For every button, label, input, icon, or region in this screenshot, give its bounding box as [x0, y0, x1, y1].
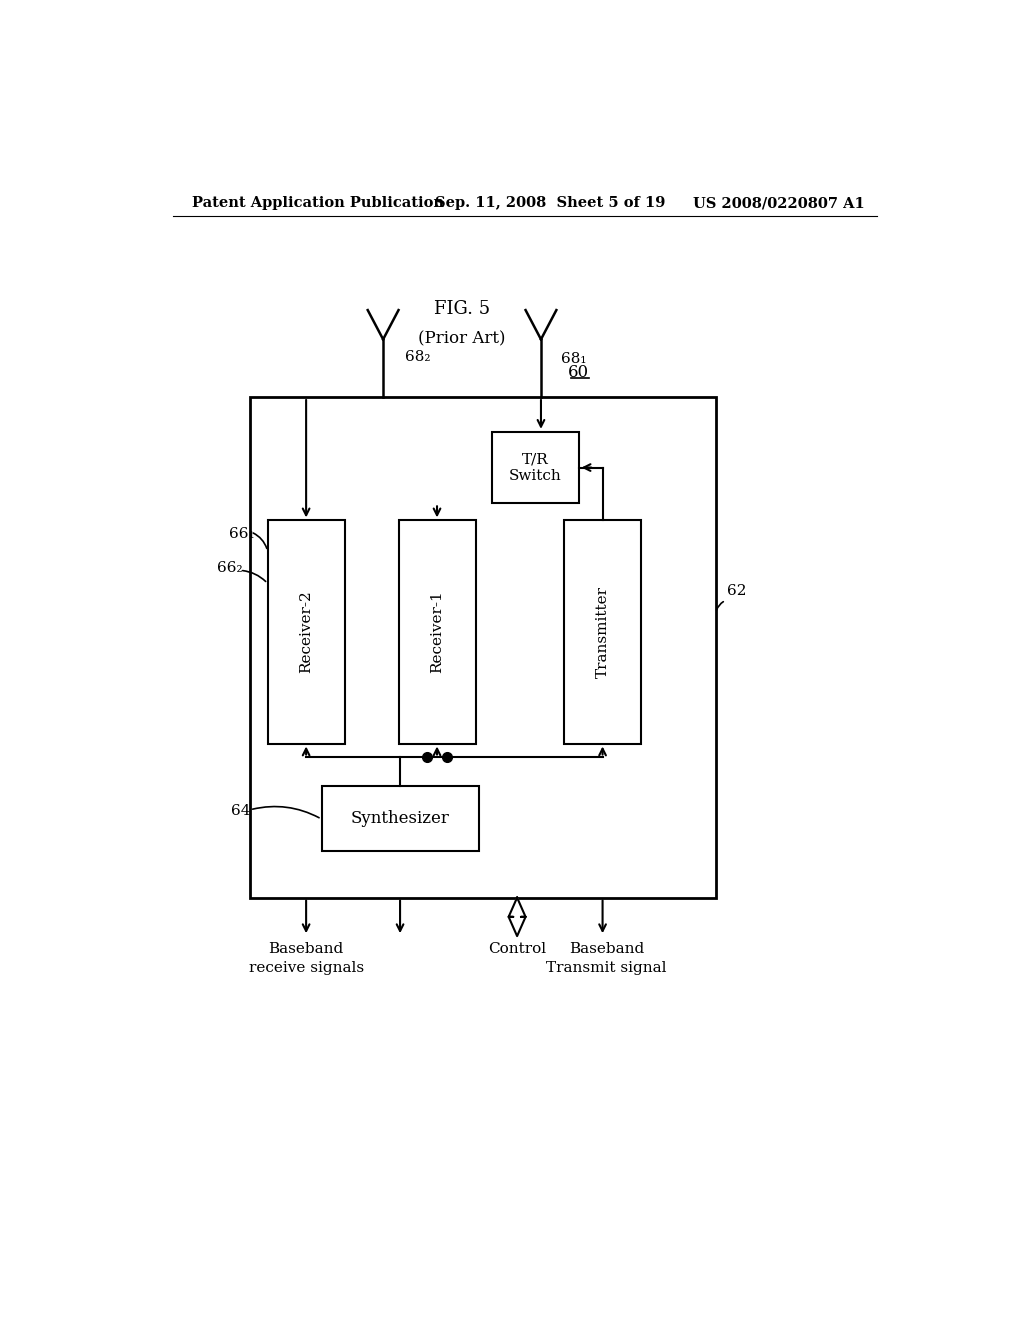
Bar [250, 397, 716, 898]
Bar [398, 520, 475, 743]
Text: (Prior Art): (Prior Art) [418, 331, 506, 348]
Text: Baseband
receive signals: Baseband receive signals [249, 942, 364, 974]
Text: 62: 62 [727, 585, 746, 598]
Text: 68₂: 68₂ [404, 350, 430, 364]
Text: Receiver-1: Receiver-1 [430, 590, 444, 673]
Text: Patent Application Publication: Patent Application Publication [193, 197, 444, 210]
Bar [322, 785, 478, 851]
Text: Sep. 11, 2008  Sheet 5 of 19: Sep. 11, 2008 Sheet 5 of 19 [435, 197, 665, 210]
Text: 60: 60 [568, 364, 589, 381]
Bar [493, 432, 579, 503]
Bar [564, 520, 641, 743]
Text: FIG. 5: FIG. 5 [433, 300, 489, 318]
Text: US 2008/0220807 A1: US 2008/0220807 A1 [692, 197, 864, 210]
Text: Synthesizer: Synthesizer [350, 810, 450, 828]
Polygon shape [509, 898, 525, 936]
Text: Baseband
Transmit signal: Baseband Transmit signal [546, 942, 667, 974]
Bar [267, 520, 345, 743]
Text: Receiver-2: Receiver-2 [299, 590, 313, 673]
Text: 68₁: 68₁ [561, 351, 587, 366]
Text: 66₁: 66₁ [229, 527, 255, 541]
Text: 66₂: 66₂ [217, 561, 243, 576]
Text: Transmitter: Transmitter [596, 586, 609, 678]
Text: 64: 64 [230, 804, 250, 818]
Text: T/R
Switch: T/R Switch [509, 453, 562, 483]
Text: Control: Control [488, 942, 546, 956]
